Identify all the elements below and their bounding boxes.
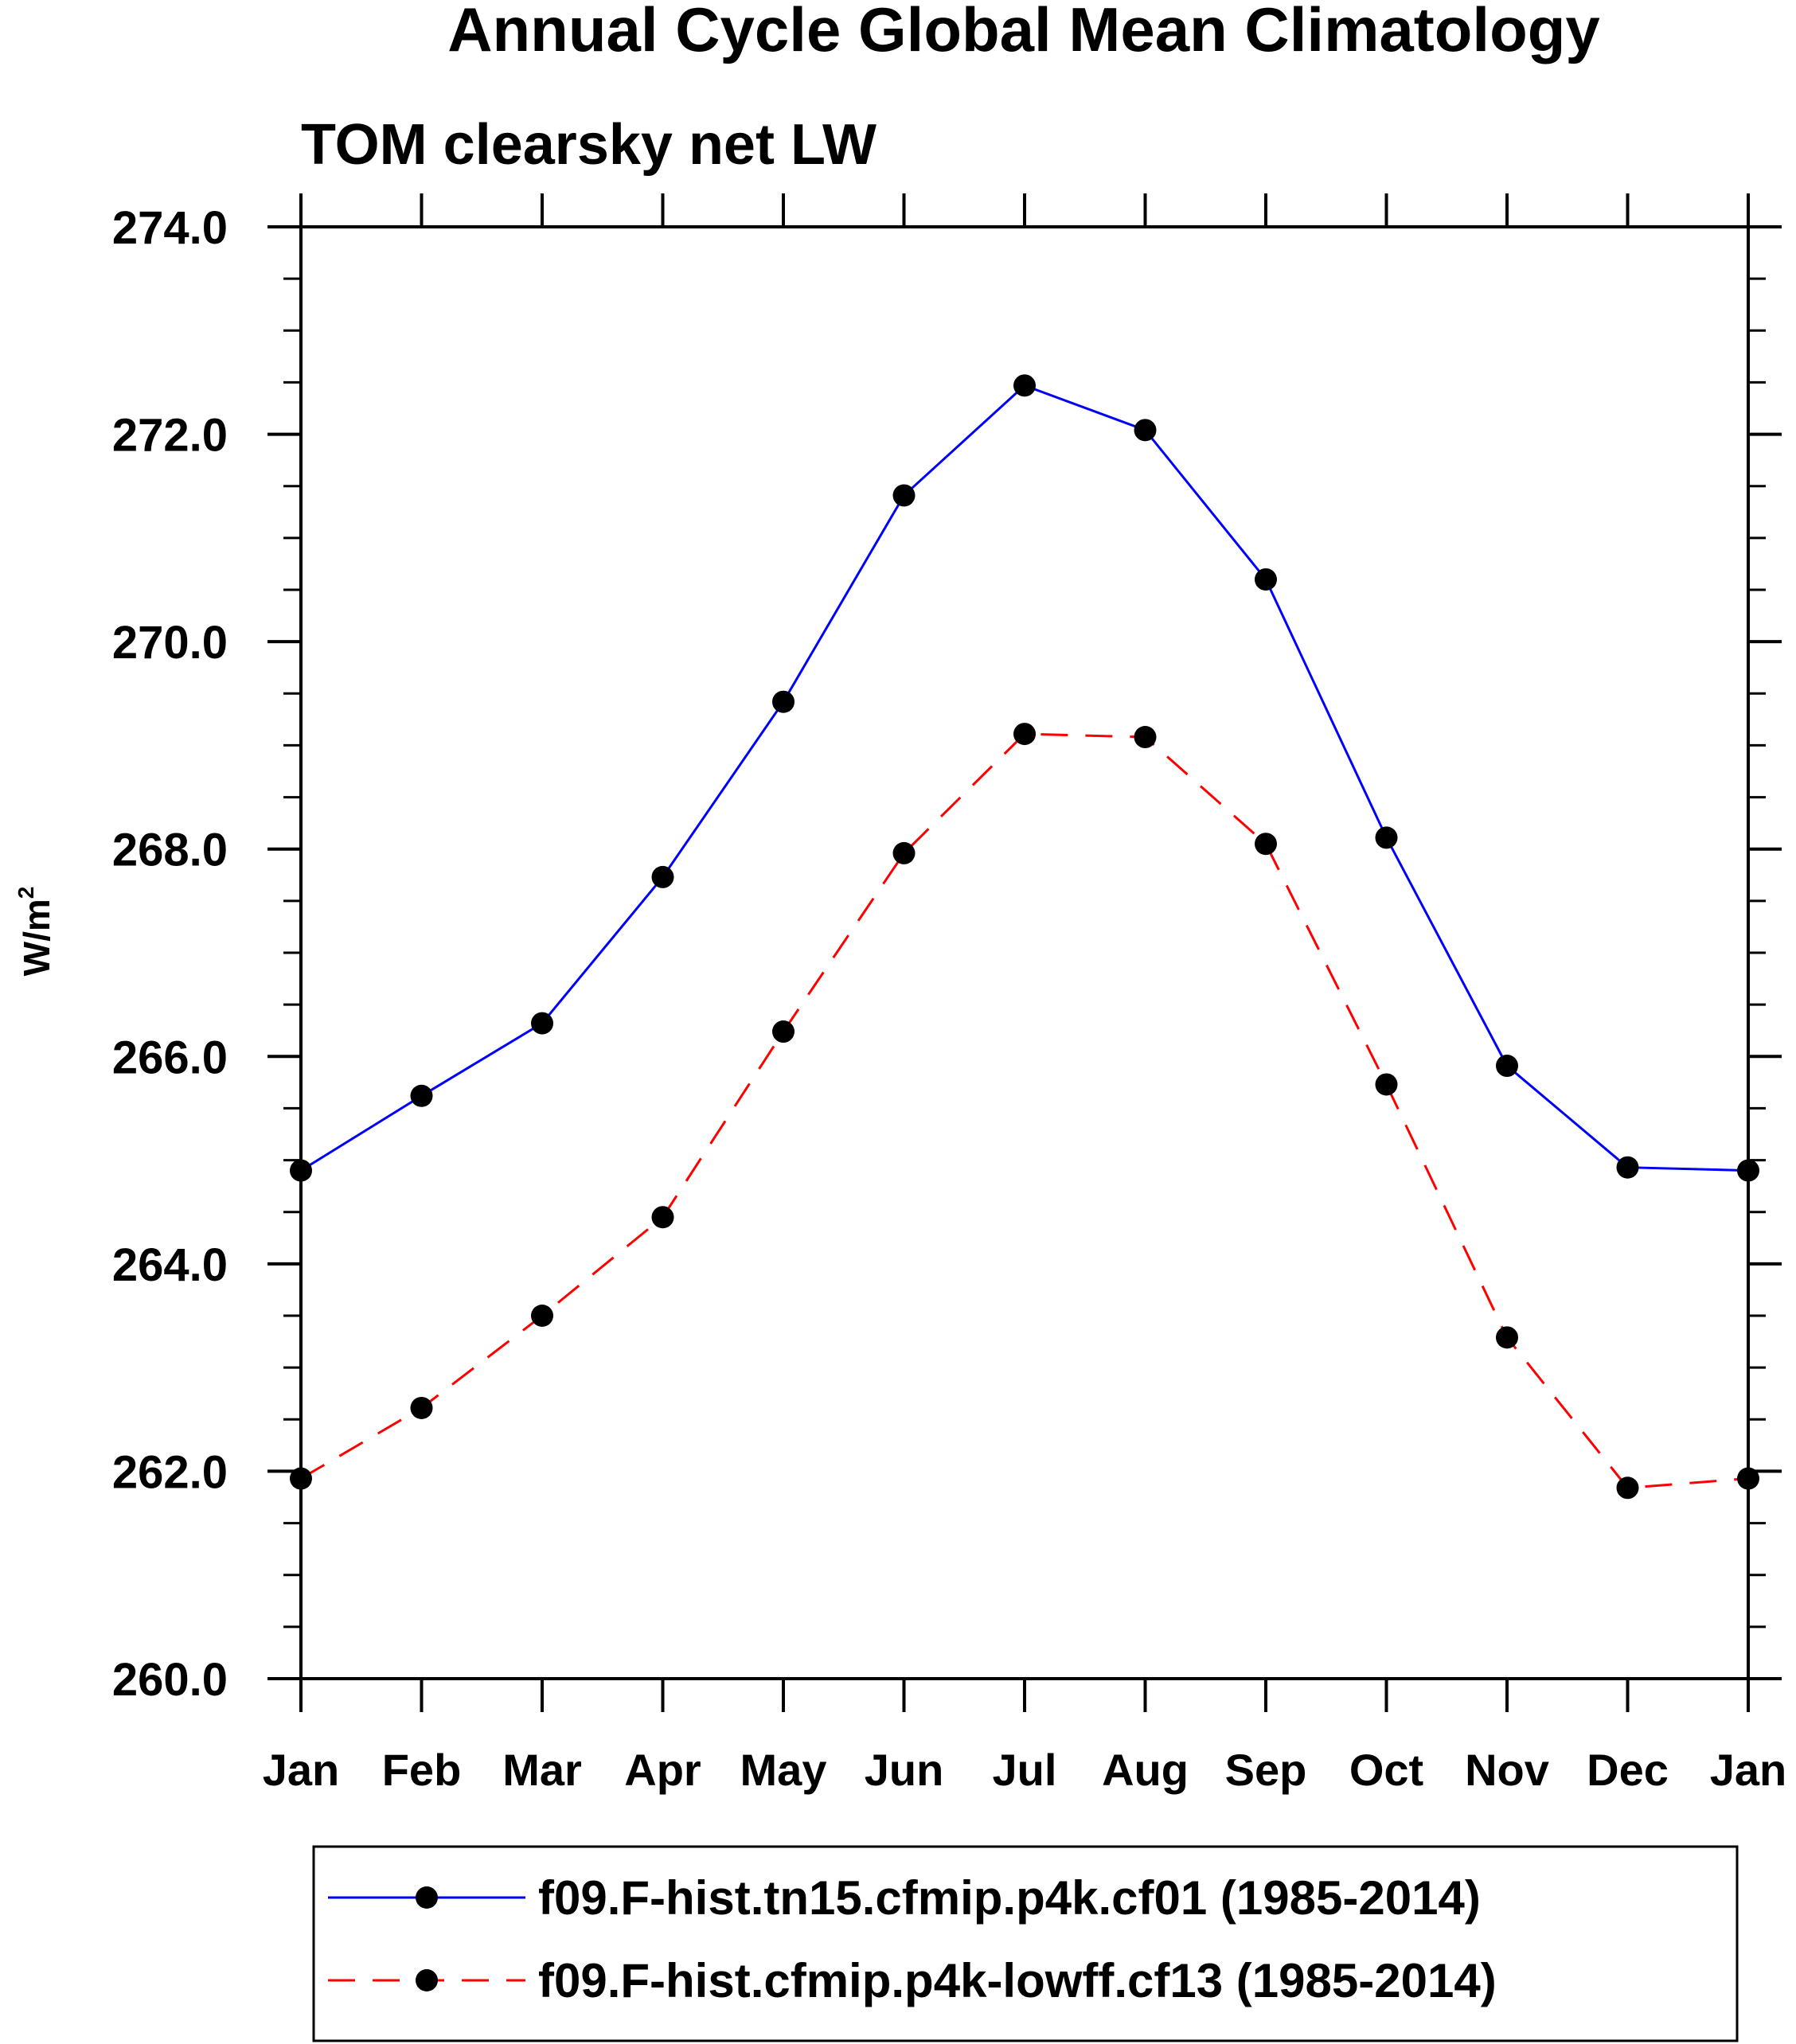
series-2-point [1496, 1326, 1518, 1349]
x-tick-label: Mar [502, 1745, 582, 1795]
series-2-point [772, 1020, 795, 1043]
series-2-point [1737, 1467, 1759, 1490]
x-tick-labels: Jan Feb Mar Apr May Jun Jul Aug Sep Oct Nov Dec Jan [263, 1745, 1787, 1795]
y-axis-label-text: W/m [16, 899, 57, 976]
x-tick-label: Nov [1465, 1745, 1549, 1795]
legend-box [312, 1845, 1739, 2042]
y-tick-label: 268.0 [112, 825, 228, 876]
series-1-line [300, 384, 1749, 1172]
series-2-point [290, 1467, 312, 1490]
series-1-point [1616, 1156, 1639, 1179]
plot-area [299, 225, 1750, 1680]
series-2-point [651, 1206, 674, 1229]
legend-label-1: f09.F-hist.tn15.cfmip.p4k.cf01 (1985-201… [538, 1871, 1481, 1925]
chart-subtitle: TOM clearsky net LW [301, 113, 877, 177]
series-2-point [1134, 726, 1157, 749]
series-1-point [1134, 419, 1157, 442]
series-1-point [1013, 374, 1036, 397]
x-tick-label: Apr [624, 1745, 701, 1795]
x-tick-label: Jan [263, 1745, 340, 1795]
series-2-line [300, 732, 1749, 1489]
x-tick-label: Oct [1349, 1745, 1423, 1795]
legend-label-2: f09.F-hist.cfmip.p4k-lowff.cf13 (1985-20… [538, 1954, 1497, 2007]
legend: f09.F-hist.tn15.cfmip.p4k.cf01 (1985-201… [312, 1845, 1739, 2042]
series-1-point [410, 1084, 433, 1107]
legend-items: f09.F-hist.tn15.cfmip.p4k.cf01 (1985-201… [328, 1871, 1497, 2007]
series-2-point [410, 1396, 433, 1419]
series-2-point [531, 1305, 553, 1327]
series-2-point [1616, 1476, 1639, 1500]
y-tick-label: 270.0 [112, 617, 228, 669]
series-2-point [1013, 723, 1036, 746]
series-1 [290, 374, 1759, 1182]
series-1-point [651, 865, 674, 888]
series-2-point [1255, 833, 1277, 856]
y-tick-label: 272.0 [112, 410, 228, 462]
x-tick-label: Jul [993, 1745, 1057, 1795]
y-axis-label-superscript: 2 [14, 887, 38, 899]
series-1-point [772, 690, 795, 713]
x-tick-label: Dec [1587, 1745, 1669, 1795]
x-tick-label: Jun [865, 1745, 944, 1795]
x-tick-label: Jan [1710, 1745, 1787, 1795]
series-1-point [1375, 826, 1398, 849]
y-tick-labels: 260.0 262.0 264.0 266.0 268.0 270.0 272.0 274.0 [112, 202, 228, 1706]
series-group [290, 374, 1759, 1500]
x-tick-label: Aug [1102, 1745, 1189, 1795]
series-1-point [892, 484, 916, 507]
x-tick-label: May [740, 1745, 827, 1795]
series-1-point [290, 1159, 312, 1182]
legend-marker-2 [416, 1969, 438, 1991]
series-1-point [531, 1012, 553, 1035]
y-tick-label: 266.0 [112, 1032, 228, 1083]
y-tick-label: 260.0 [112, 1654, 228, 1706]
y-tick-label: 274.0 [112, 202, 228, 254]
y-axis-label: W/m2 [14, 887, 57, 977]
series-2-point [1375, 1073, 1398, 1096]
y-tick-label: 264.0 [112, 1239, 228, 1291]
chart-title: Annual Cycle Global Mean Climatology [447, 0, 1600, 64]
series-2-point [892, 841, 916, 864]
x-tick-label: Feb [382, 1745, 462, 1795]
x-tick-label: Sep [1225, 1745, 1307, 1795]
series-2 [290, 723, 1759, 1500]
series-1-point [1737, 1159, 1759, 1182]
svg-text:W/m2: W/m2 [14, 887, 57, 977]
axis-ticks [267, 193, 1782, 1712]
series-1-point [1255, 568, 1277, 591]
legend-marker-1 [416, 1886, 438, 1909]
y-tick-label: 262.0 [112, 1446, 228, 1498]
series-1-point [1496, 1055, 1518, 1078]
